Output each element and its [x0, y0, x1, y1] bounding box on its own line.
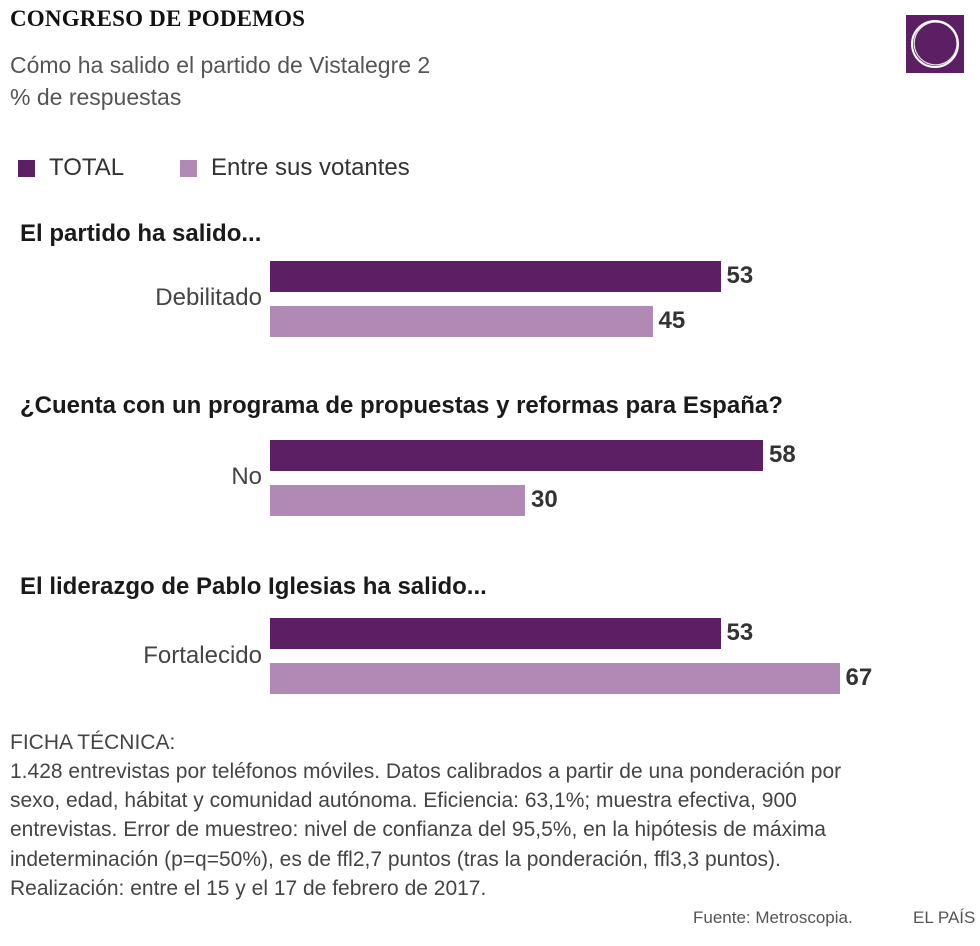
value-label-g2-total: 58	[769, 441, 796, 468]
bar-g1-votantes	[270, 306, 653, 337]
ficha-line: entrevistas. Error de muestreo: nivel de…	[10, 818, 826, 842]
chart-subtitle: Cómo ha salido el partido de Vistalegre …	[10, 52, 431, 78]
bar-g1-total	[270, 261, 721, 292]
question-3: El liderazgo de Pablo Iglesias ha salido…	[20, 573, 487, 600]
question-1: El partido ha salido...	[20, 220, 262, 247]
value-label-g2-votantes: 30	[531, 486, 558, 513]
category-label-2: No	[231, 463, 262, 490]
legend-item-votantes: Entre sus votantes	[180, 154, 410, 182]
source-note: Fuente: Metroscopia.	[693, 908, 853, 927]
ficha-line: sexo, edad, hábitat y comunidad autónoma…	[10, 789, 797, 813]
category-label-1: Debilitado	[155, 284, 262, 311]
ficha-tecnica-body: 1.428 entrevistas por teléfonos móviles.…	[10, 757, 970, 903]
category-label-3: Fortalecido	[143, 642, 262, 669]
chart-unit-label: % de respuestas	[10, 84, 182, 110]
legend-label-votantes: Entre sus votantes	[211, 154, 410, 181]
bar-g3-total	[270, 618, 721, 649]
bar-g2-votantes	[270, 485, 525, 516]
bar-g2-total	[270, 440, 763, 471]
podemos-circle-logo-icon	[906, 15, 964, 73]
legend-swatch-votantes	[180, 159, 197, 177]
legend-item-total: TOTAL	[18, 154, 124, 182]
chart-title: CONGRESO DE PODEMOS	[10, 6, 306, 31]
bar-g3-votantes	[270, 663, 840, 694]
value-label-g3-votantes: 67	[845, 664, 873, 691]
legend-label-total: TOTAL	[49, 154, 125, 181]
ficha-line: 1.428 entrevistas por teléfonos móviles.…	[10, 760, 842, 783]
ficha-line: Realización: entre el 15 y el 17 de febr…	[10, 876, 487, 900]
brand-label: EL PAÍS	[913, 908, 976, 927]
legend-swatch-total	[18, 159, 35, 177]
value-label-g3-total: 53	[726, 619, 754, 646]
ficha-tecnica-title: FICHA TÉCNICA:	[10, 731, 176, 754]
ficha-line: indeterminación (p=q=50%), es de ffl2,7 …	[10, 847, 781, 871]
logo-circle-inner	[913, 21, 958, 66]
question-2: ¿Cuenta con un programa de propuestas y …	[20, 392, 783, 419]
logo-background	[906, 15, 964, 73]
value-label-g1-votantes: 45	[658, 307, 686, 334]
value-label-g1-total: 53	[726, 262, 754, 289]
logo-circle-outer	[911, 20, 959, 68]
